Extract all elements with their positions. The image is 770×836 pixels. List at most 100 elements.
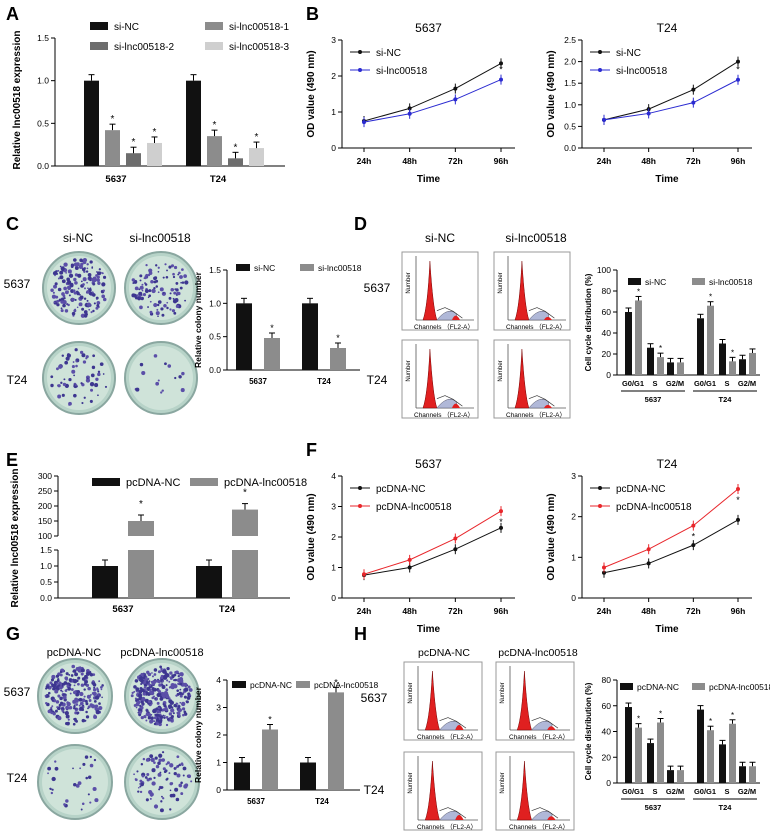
panelC-plate-NC-5637-colony	[53, 284, 58, 289]
panelG-plate-NC-5637-colony	[84, 680, 88, 684]
panelG-plate-lnc-5637-colony	[174, 670, 177, 674]
panelC-plate-NC-5637-colony	[101, 294, 106, 299]
panelG-plate-lnc-5637-colony	[183, 695, 187, 699]
panelG-plate-NC-5637-colony	[72, 722, 76, 726]
panelF-T24-line-pcDNA-lnc00518	[603, 488, 739, 568]
panelG-plate-lnc-5637-colony	[160, 674, 164, 679]
panelD-hist-si-5637-channels-label: Channels （FL2-A）	[506, 323, 566, 331]
panelG-plate-NC-5637-colony	[99, 694, 101, 696]
panelG-plate-lnc-5637-colony	[135, 687, 140, 692]
panelD-y-tick-label: 100	[597, 265, 611, 275]
panelG-plate-lnc-5637-colony	[149, 703, 152, 706]
panelC-plate-si-5637-colony	[174, 288, 177, 291]
panelC-plate-NC-5637-colony	[74, 281, 78, 285]
panelE-legend-label: pcDNA-lnc00518	[224, 477, 307, 489]
panelG-plate-lnc-T24-colony	[162, 767, 166, 771]
panelB-T24-x-label-96h: 96h	[731, 156, 746, 166]
panelC-plate-si-5637-colony	[184, 299, 187, 302]
panelG-plate-lnc-5637-colony	[179, 672, 184, 677]
panelC-plate-si-5637-colony	[166, 269, 168, 272]
panelG-plate-lnc-T24-colony	[158, 758, 162, 763]
panelE-y-tick-label: 0.5	[40, 577, 52, 587]
panel-letter-B: B	[306, 4, 319, 24]
panelG-plate-NC-5637-colony	[50, 706, 53, 709]
panelG-plate-lnc-5637-colony	[141, 697, 146, 702]
panelC-plate-si-5637-colony	[150, 280, 154, 284]
panelG-plate-NC-5637-colony	[97, 710, 101, 714]
panelC-plate-NC-5637-colony	[87, 287, 89, 290]
panelC-plate-NC-T24-colony	[97, 394, 99, 397]
panelG-plate-lnc-5637-colony	[158, 719, 163, 724]
panelH-bar-pcDNA-NC-0	[625, 707, 632, 783]
panelB-5637-y-tick-label: 1	[331, 107, 336, 117]
panelC-plate-NC-5637-colony	[89, 287, 92, 290]
panelG-plate-NC-5637-colony	[94, 695, 100, 700]
panelG-plate-lnc-T24-colony	[158, 788, 161, 791]
panelG-plate-NC-5637-colony	[60, 689, 63, 692]
panelC-plate-si-5637-colony	[170, 264, 175, 268]
panelC-plate-si-5637-colony	[141, 289, 144, 292]
panelB-5637-legend-marker	[358, 68, 362, 72]
panelH-bar-pcDNA-NC-3	[697, 709, 704, 783]
panelB-T24-y-tick-label: 1.0	[564, 100, 576, 110]
panelC-plate-NC-5637-colony	[88, 290, 91, 293]
panelG-legend-swatch	[296, 681, 310, 688]
panelH-legend-label: pcDNA-NC	[637, 682, 679, 692]
panelH-group-label: 5637	[645, 803, 662, 812]
panelC-plate-NC-5637-colony	[58, 298, 62, 302]
panelH-hist-lnc-T24-g2-peak	[547, 816, 556, 820]
panelC-plate-NC-5637-colony	[83, 297, 87, 300]
panelC-plate-NC-5637-colony	[60, 307, 63, 310]
panelC-plate-si-T24-colony	[157, 379, 160, 382]
panelC-star: *	[270, 323, 274, 333]
panelG-plate-NC-5637-colony	[75, 719, 78, 723]
panelG-plate-lnc-5637-colony	[178, 714, 181, 717]
panelC-plate-si-5637-colony	[133, 294, 137, 298]
panelG-plate-NC-5637-colony	[88, 699, 92, 702]
panelC-plate-NC-5637-colony	[89, 260, 93, 264]
panelC-plate-NC-T24-plate-inner	[47, 346, 111, 410]
panelG-plate-NC-5637-colony	[68, 673, 71, 676]
panelC-plate-si-5637-colony	[172, 297, 175, 300]
panelG-plate-NC-5637-colony	[71, 664, 76, 669]
panelH-ylabel: Cell cycle distribution (%)	[584, 682, 593, 780]
panelC-plate-NC-5637-colony	[86, 263, 89, 266]
panelH-hist-lnc-5637-g2-peak	[547, 726, 556, 730]
panelD-y-tick-label: 80	[602, 286, 612, 296]
panelG-plate-NC-5637-colony	[89, 673, 94, 677]
panelG-plate-NC-5637-colony	[67, 718, 70, 721]
panelG-plate-lnc-T24-colony	[157, 772, 162, 777]
panelG-plate-NC-5637-colony	[65, 714, 70, 719]
panelC-plate-NC-5637-colony	[86, 267, 89, 270]
panelF-5637-x-label-72h: 72h	[448, 606, 463, 616]
panelC-y-tick-label: 1.5	[209, 265, 221, 275]
panelA-y-tick-label: 1.0	[37, 76, 49, 86]
panelC-plate-NC-5637-colony	[80, 313, 86, 318]
panelG-row-label: 5637	[4, 685, 31, 699]
panelG-plate-lnc-5637-colony	[179, 701, 182, 704]
panelC-plate-si-5637-colony	[163, 303, 167, 308]
panelG-plate-NC-5637-colony	[45, 701, 48, 705]
panelG-plate-lnc-5637-colony	[164, 671, 167, 674]
panelC-plate-si-5637-colony	[144, 289, 149, 294]
panelA-star: *	[255, 132, 259, 143]
panelC-plate-NC-5637-colony	[79, 295, 84, 300]
panelA-y-tick-label: 0.5	[37, 118, 49, 128]
panelC-plate-NC-T24-colony	[94, 383, 99, 388]
panelC-y-tick-label: 0.5	[209, 332, 221, 342]
panelG-plate-NC-5637-colony	[52, 687, 55, 691]
panelG-plate-lnc-5637-colony	[135, 706, 138, 709]
panelG-plate-NC-5637-colony	[79, 701, 84, 706]
panelC-plate-si-T24-colony	[161, 389, 164, 392]
panelB-T24-y-tick-label: 2.5	[564, 35, 576, 45]
panelG-plate-NC-5637-colony	[75, 699, 79, 703]
panelG-plate-NC-5637-colony	[66, 721, 70, 725]
panelG-plate-NC-5637-colony	[84, 699, 88, 703]
panelH-star: *	[637, 715, 640, 724]
panelC-plate-si-5637-colony	[139, 279, 142, 282]
panelE-bar-pcDNA-NC-T24	[196, 566, 222, 598]
panelC-plate-NC-5637-colony	[91, 267, 94, 269]
panelC-plate-si-5637-colony	[184, 280, 189, 285]
panelG-plate-lnc-T24-colony	[145, 798, 149, 802]
panelC-plate-NC-5637-colony	[72, 289, 76, 293]
